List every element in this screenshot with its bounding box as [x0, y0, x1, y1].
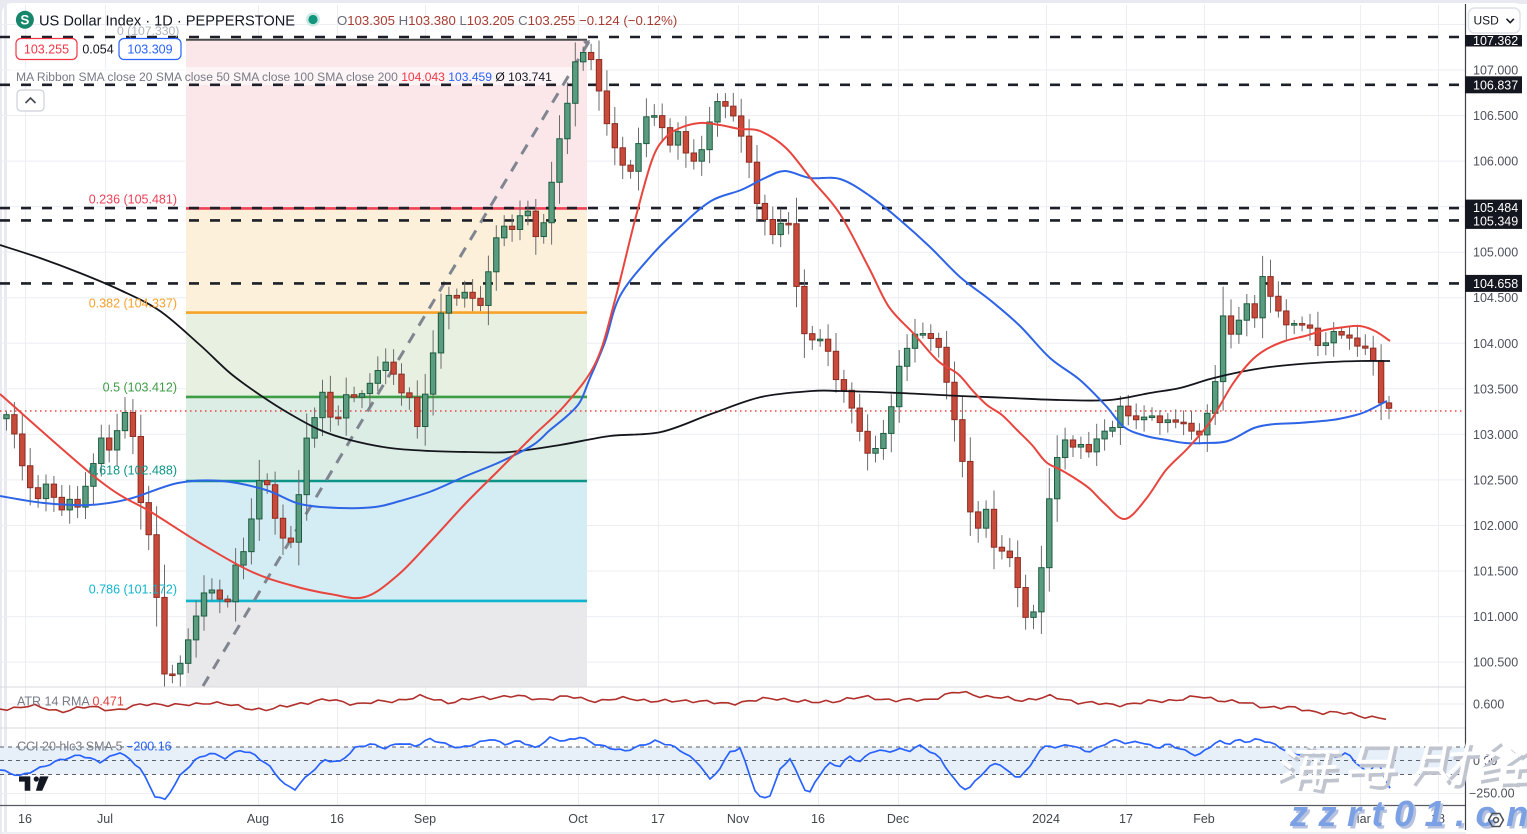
svg-text:S: S — [20, 13, 29, 28]
svg-text:103.255: 103.255 — [24, 43, 69, 57]
svg-text:0.054: 0.054 — [82, 43, 113, 57]
svg-text:2024: 2024 — [1032, 812, 1060, 826]
svg-text:16: 16 — [811, 812, 825, 826]
svg-text:104.658: 104.658 — [1473, 277, 1518, 291]
svg-text:zzrt01.cn: zzrt01.cn — [1289, 793, 1527, 834]
svg-text:CCI 20 hlc3 SMA 5 −200.16: CCI 20 hlc3 SMA 5 −200.16 — [17, 740, 172, 754]
svg-text:Nov: Nov — [727, 812, 750, 826]
svg-text:106.837: 106.837 — [1473, 78, 1518, 92]
svg-text:17: 17 — [651, 812, 665, 826]
svg-text:107.000: 107.000 — [1473, 64, 1518, 78]
svg-text:0.600: 0.600 — [1473, 698, 1504, 712]
svg-text:16: 16 — [330, 812, 344, 826]
svg-text:100.500: 100.500 — [1473, 656, 1518, 670]
svg-text:102.000: 102.000 — [1473, 519, 1518, 533]
svg-text:O103.305 H103.380 L103.205 C10: O103.305 H103.380 L103.205 C103.255 −0.1… — [337, 13, 677, 28]
svg-text:Jul: Jul — [97, 812, 113, 826]
svg-text:105.484: 105.484 — [1473, 201, 1518, 215]
svg-text:0.618 (102.488): 0.618 (102.488) — [89, 464, 177, 478]
svg-text:17: 17 — [1119, 812, 1133, 826]
svg-text:103.000: 103.000 — [1473, 428, 1518, 442]
svg-text:Sep: Sep — [414, 812, 436, 826]
svg-text:0.786 (101.172): 0.786 (101.172) — [89, 583, 177, 597]
svg-text:106.500: 106.500 — [1473, 109, 1518, 123]
svg-text:0.236 (105.481): 0.236 (105.481) — [89, 193, 177, 207]
svg-text:103.500: 103.500 — [1473, 382, 1518, 396]
svg-text:106.000: 106.000 — [1473, 155, 1518, 169]
svg-text:105.349: 105.349 — [1473, 214, 1518, 228]
svg-text:Aug: Aug — [247, 812, 269, 826]
svg-text:18: 18 — [1431, 812, 1445, 826]
svg-text:Oct: Oct — [568, 812, 588, 826]
svg-text:101.500: 101.500 — [1473, 565, 1518, 579]
svg-text:0 (107.330): 0 (107.330) — [117, 24, 179, 38]
svg-text:16: 16 — [18, 812, 32, 826]
svg-text:US Dollar Index · 1D · PEPPERS: US Dollar Index · 1D · PEPPERSTONE — [39, 14, 295, 30]
svg-text:ATR 14 RMA 0.471: ATR 14 RMA 0.471 — [17, 695, 124, 709]
svg-text:MA Ribbon SMA close 20 SMA clo: MA Ribbon SMA close 20 SMA close 50 SMA … — [16, 70, 552, 84]
svg-text:104.500: 104.500 — [1473, 291, 1518, 305]
svg-text:107.362: 107.362 — [1473, 34, 1518, 48]
svg-text:103.309: 103.309 — [127, 43, 172, 57]
svg-text:0.5 (103.412): 0.5 (103.412) — [103, 381, 177, 395]
svg-text:101.000: 101.000 — [1473, 610, 1518, 624]
svg-text:104.000: 104.000 — [1473, 337, 1518, 351]
svg-text:0.382 (104.337): 0.382 (104.337) — [89, 297, 177, 311]
svg-text:USD: USD — [1474, 14, 1500, 28]
svg-text:102.500: 102.500 — [1473, 473, 1518, 487]
svg-text:zzrt01.cn: zzrt01.cn — [1292, 796, 1527, 834]
svg-text:Mar: Mar — [1349, 812, 1371, 826]
svg-text:Dec: Dec — [887, 812, 909, 826]
svg-text:−250.00: −250.00 — [1469, 787, 1515, 801]
svg-text:Feb: Feb — [1193, 812, 1215, 826]
svg-text:105.000: 105.000 — [1473, 246, 1518, 260]
